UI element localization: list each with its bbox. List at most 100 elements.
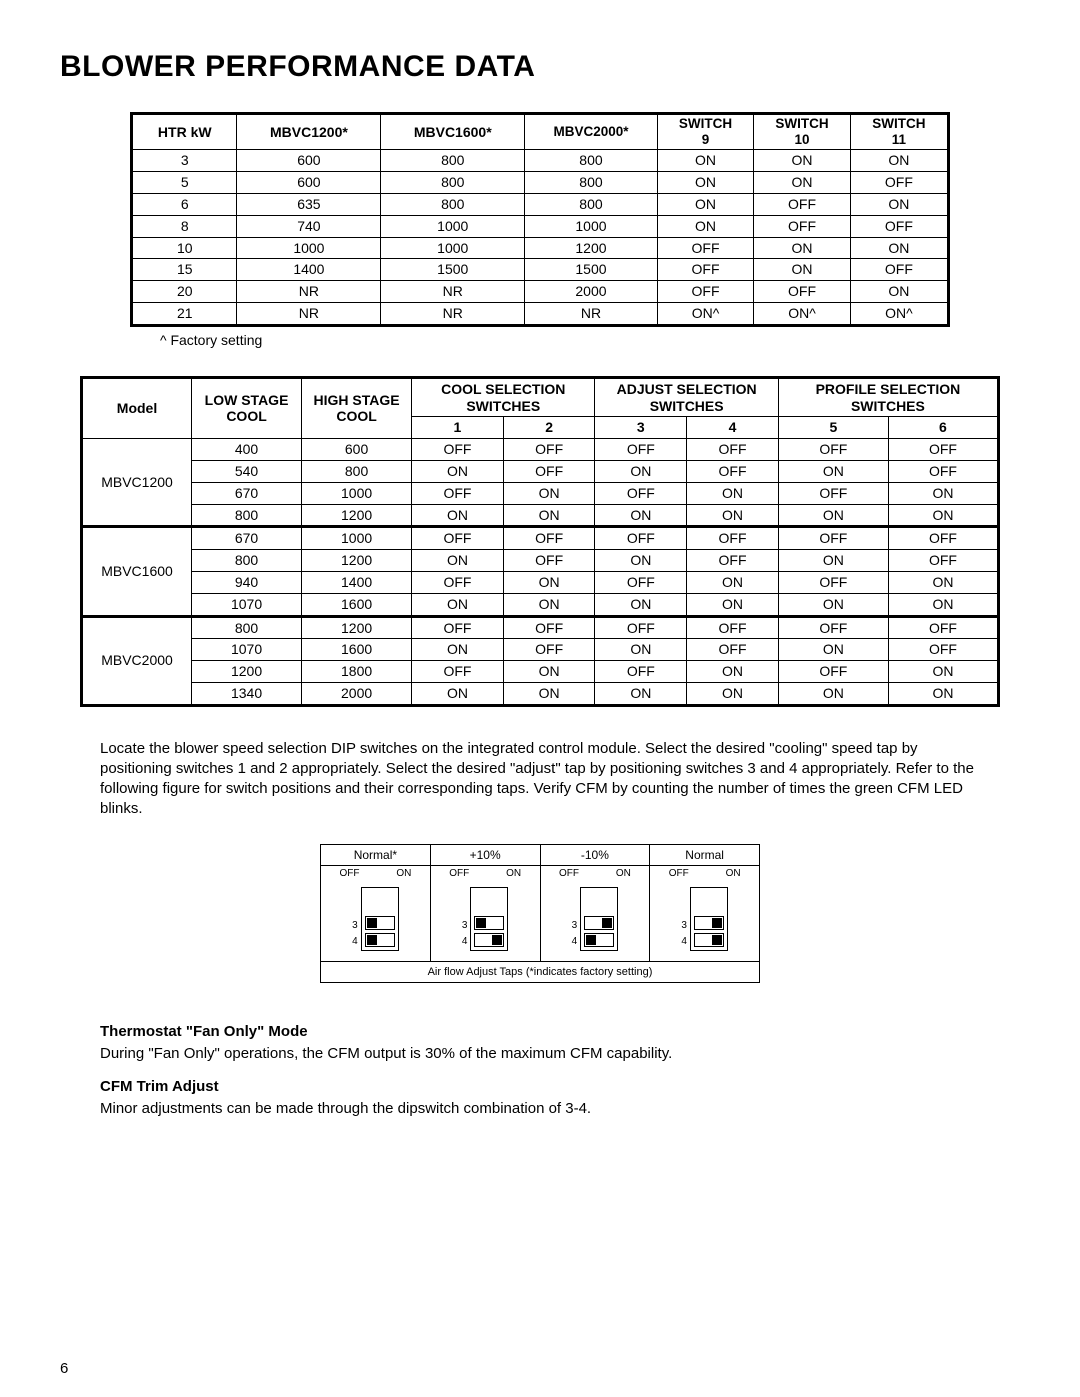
cell: ON (850, 193, 948, 215)
cell: ON (850, 281, 948, 303)
cell: ON (754, 259, 851, 281)
cell: 670 (192, 527, 302, 550)
cell: 800 (525, 172, 658, 194)
dip-option-label: Normal (650, 845, 759, 866)
cell: 800 (525, 150, 658, 172)
table-row: MBVC20008001200OFFOFFOFFOFFOFFOFF (82, 616, 999, 639)
cell: OFF (595, 482, 687, 504)
cell: 20 (132, 281, 237, 303)
th-sw11: SWITCH11 (850, 114, 948, 150)
paragraph-instructions: Locate the blower speed selection DIP sw… (100, 739, 980, 820)
cell: OFF (412, 482, 504, 504)
cell: OFF (687, 616, 779, 639)
cell: ON (850, 150, 948, 172)
cell: 1400 (302, 571, 412, 593)
cell: OFF (754, 193, 851, 215)
dip-knob (712, 935, 722, 945)
cell: OFF (778, 482, 888, 504)
cell: ON (657, 172, 754, 194)
cell: 5 (132, 172, 237, 194)
cell: OFF (888, 550, 998, 572)
cell: OFF (595, 661, 687, 683)
cell: OFF (503, 527, 595, 550)
cell: ON (503, 504, 595, 527)
cell: NR (237, 281, 381, 303)
table-row: 6635800800ONOFFON (132, 193, 949, 215)
cell: 540 (192, 460, 302, 482)
cell: 3 (132, 150, 237, 172)
cell: OFF (778, 616, 888, 639)
cell: ON^ (657, 302, 754, 325)
cell: ON (657, 193, 754, 215)
cell: ON (503, 682, 595, 705)
cell: 400 (192, 439, 302, 461)
cell: OFF (412, 661, 504, 683)
table-heater-kw: HTR kW MBVC1200* MBVC1600* MBVC2000* SWI… (130, 112, 950, 327)
cell: 1000 (381, 215, 525, 237)
cell: OFF (778, 571, 888, 593)
dip-knob (367, 935, 377, 945)
cell: ON (687, 593, 779, 616)
cell: OFF (412, 439, 504, 461)
dip-option: -10%OFFON34 (541, 845, 651, 961)
table-row: 540800ONOFFONOFFONOFF (82, 460, 999, 482)
cell: 2000 (302, 682, 412, 705)
cell: OFF (778, 439, 888, 461)
cell: 1200 (192, 661, 302, 683)
cell: 1000 (302, 527, 412, 550)
th-s2: 2 (503, 417, 595, 439)
dip-option-label: +10% (431, 845, 540, 866)
cell: OFF (595, 571, 687, 593)
dip-knob (492, 935, 502, 945)
dip-option-label: -10% (541, 845, 650, 866)
cell: ON (412, 593, 504, 616)
cell: ON (778, 550, 888, 572)
table1-footnote: ^ Factory setting (160, 332, 950, 348)
cell: ON (888, 661, 998, 683)
dip-caption: Air flow Adjust Taps (*indicates factory… (321, 961, 759, 982)
cell: OFF (754, 281, 851, 303)
cell: ON (595, 460, 687, 482)
table-row: 10100010001200OFFONON (132, 237, 949, 259)
cell: ON (503, 482, 595, 504)
cell: OFF (595, 616, 687, 639)
table-row: 5600800800ONONOFF (132, 172, 949, 194)
cell: 800 (525, 193, 658, 215)
cell: ON (888, 593, 998, 616)
th-highstage: HIGH STAGECOOL (302, 377, 412, 438)
cell: OFF (888, 616, 998, 639)
cell: 15 (132, 259, 237, 281)
cell: OFF (687, 460, 779, 482)
cell: ON (412, 550, 504, 572)
table-model-switches: Model LOW STAGECOOL HIGH STAGECOOL COOL … (80, 376, 1000, 707)
cell: 600 (237, 150, 381, 172)
cell: ON (503, 571, 595, 593)
cell: NR (381, 302, 525, 325)
cell: ON (657, 215, 754, 237)
table-row: 13402000ONONONONONON (82, 682, 999, 705)
cell: ON (888, 571, 998, 593)
dip-knob (367, 918, 377, 928)
th-s5: 5 (778, 417, 888, 439)
cell: OFF (850, 259, 948, 281)
cell: ON (412, 639, 504, 661)
cell: OFF (687, 527, 779, 550)
table-row: 874010001000ONOFFOFF (132, 215, 949, 237)
cell: 800 (192, 550, 302, 572)
cell: OFF (503, 639, 595, 661)
cell: ON (412, 504, 504, 527)
cell: ON (595, 550, 687, 572)
dip-switch-box (470, 887, 508, 951)
cell: 1400 (237, 259, 381, 281)
cell: 1200 (302, 550, 412, 572)
table-row: 6701000OFFONOFFONOFFON (82, 482, 999, 504)
th-model: Model (82, 377, 192, 438)
th-s3: 3 (595, 417, 687, 439)
cell: 740 (237, 215, 381, 237)
cell: ON (595, 639, 687, 661)
table-row: 15140015001500OFFONOFF (132, 259, 949, 281)
cell: OFF (412, 527, 504, 550)
cell: 800 (381, 193, 525, 215)
cell: OFF (412, 616, 504, 639)
th-sw10: SWITCH10 (754, 114, 851, 150)
